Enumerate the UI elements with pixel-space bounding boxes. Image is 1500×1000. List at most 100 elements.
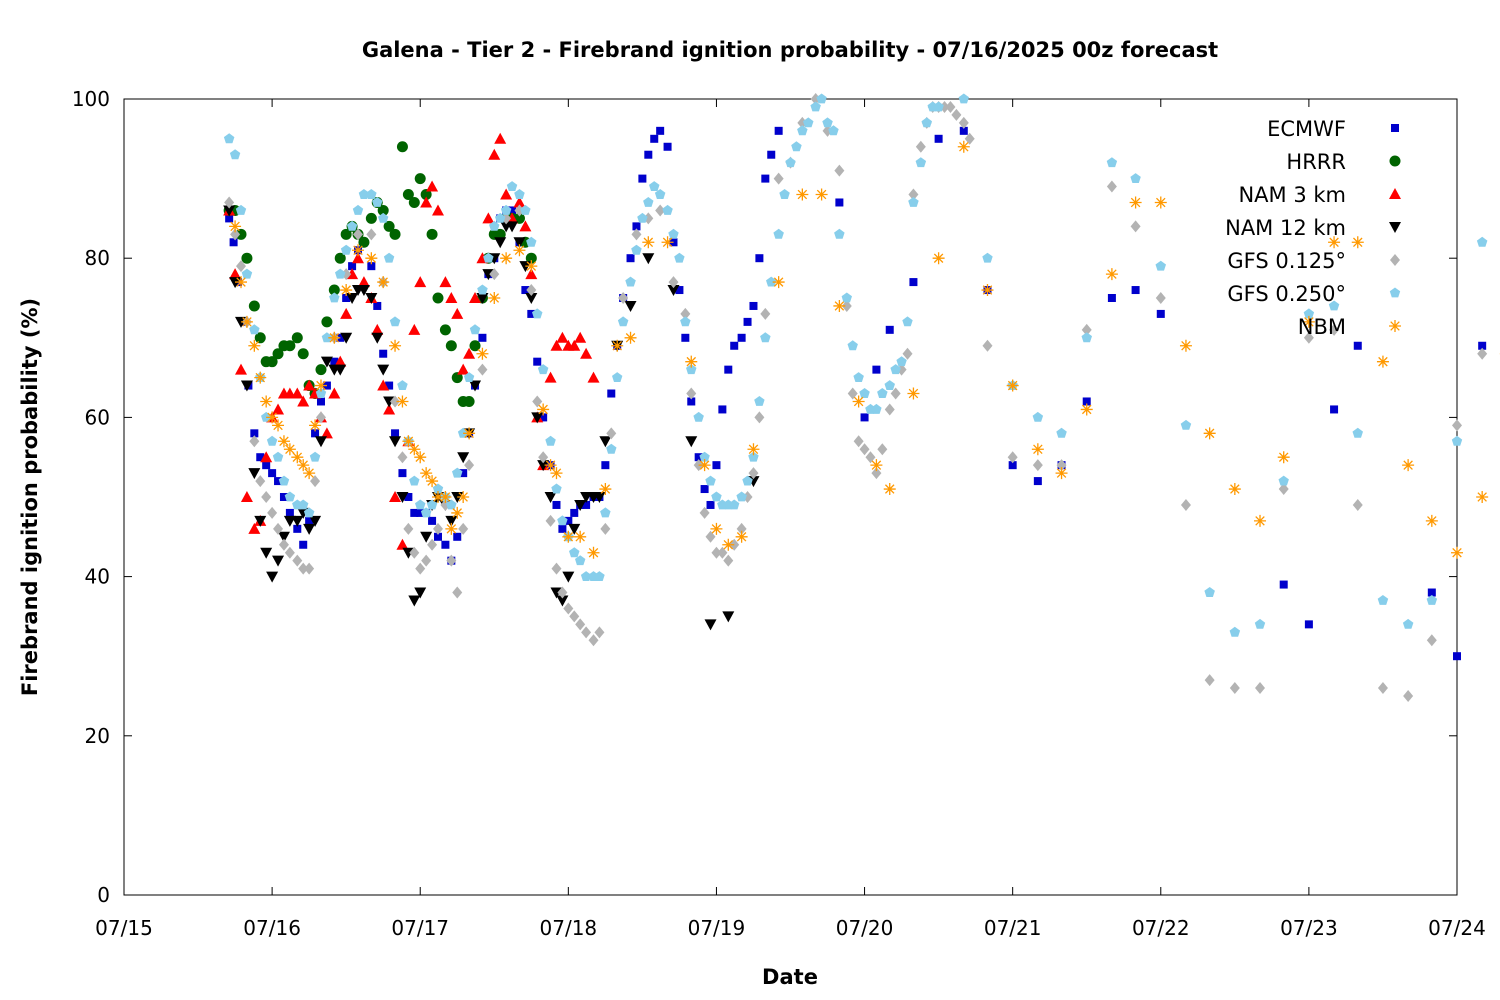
- data-point: [760, 332, 771, 343]
- data-point: [229, 149, 241, 160]
- data-point: [383, 220, 395, 232]
- data-point: [562, 571, 575, 583]
- data-point: [353, 228, 364, 241]
- data-point: [377, 276, 390, 289]
- data-point: [291, 332, 303, 344]
- data-point: [637, 212, 648, 223]
- data-point: [240, 491, 253, 502]
- y-tick-label: 60: [85, 405, 110, 429]
- data-point: [537, 460, 550, 472]
- data-point: [642, 236, 655, 249]
- data-point: [379, 349, 388, 358]
- data-point: [304, 562, 315, 575]
- data-point: [408, 443, 421, 456]
- data-point: [533, 357, 542, 366]
- data-point: [391, 429, 400, 438]
- data-point: [1426, 634, 1437, 647]
- data-point: [1180, 419, 1192, 430]
- data-point: [706, 500, 715, 509]
- data-point: [340, 244, 352, 255]
- data-point: [687, 397, 696, 406]
- data-point: [1155, 292, 1166, 304]
- data-point: [612, 372, 623, 382]
- data-point: [1477, 347, 1488, 360]
- data-point: [569, 547, 580, 558]
- data-point: [945, 100, 956, 113]
- data-point: [551, 562, 562, 575]
- data-point: [314, 436, 327, 448]
- data-point: [1279, 580, 1288, 589]
- data-point: [458, 522, 469, 535]
- data-point: [254, 332, 266, 344]
- data-point: [1080, 403, 1093, 416]
- data-point: [420, 189, 432, 201]
- data-point: [729, 499, 740, 510]
- data-point: [1352, 427, 1363, 438]
- data-point: [774, 126, 783, 135]
- y-tick-label: 80: [85, 246, 110, 270]
- data-point: [668, 276, 679, 289]
- data-point: [797, 125, 808, 136]
- data-point: [834, 228, 845, 239]
- data-point: [699, 451, 710, 462]
- data-point: [680, 307, 691, 320]
- data-point: [373, 301, 382, 310]
- data-point: [694, 453, 703, 462]
- data-point: [1476, 491, 1489, 503]
- data-point: [773, 228, 784, 239]
- data-point: [414, 451, 427, 464]
- data-point: [377, 379, 390, 391]
- legend-marker: [1389, 287, 1401, 298]
- data-point: [574, 331, 587, 343]
- data-point: [748, 451, 759, 462]
- data-point: [410, 508, 419, 517]
- data-point: [667, 285, 680, 297]
- data-point: [409, 475, 420, 486]
- data-point: [414, 276, 427, 288]
- data-point: [1254, 514, 1267, 527]
- data-point: [408, 196, 420, 208]
- data-point: [334, 364, 347, 376]
- data-point: [293, 524, 302, 533]
- data-point: [611, 339, 624, 352]
- data-point: [982, 252, 993, 263]
- legend-marker: [1389, 320, 1401, 332]
- data-point: [346, 220, 358, 231]
- data-point: [1204, 587, 1215, 597]
- data-point: [1131, 286, 1140, 295]
- data-point: [277, 435, 290, 448]
- data-point: [815, 188, 828, 201]
- data-point: [915, 157, 927, 168]
- data-point: [249, 435, 260, 448]
- data-point: [557, 515, 568, 526]
- data-point: [722, 611, 735, 623]
- data-point: [352, 244, 365, 257]
- data-point: [773, 172, 784, 185]
- data-point: [607, 389, 616, 398]
- data-point: [951, 108, 962, 121]
- data-point: [292, 554, 303, 567]
- data-point: [428, 516, 437, 525]
- data-point: [346, 293, 359, 304]
- data-point: [272, 419, 285, 432]
- legend-label: NBM: [1298, 315, 1346, 339]
- data-point: [791, 141, 802, 152]
- data-point: [1204, 674, 1215, 687]
- legend-label: GFS 0.125°: [1227, 249, 1346, 273]
- data-point: [902, 316, 913, 327]
- data-point: [426, 499, 438, 510]
- data-point: [877, 388, 888, 398]
- data-point: [431, 204, 444, 216]
- legend-marker: [1390, 254, 1400, 266]
- data-point: [432, 292, 444, 304]
- data-point: [321, 332, 333, 343]
- data-point: [303, 467, 316, 480]
- data-point: [1107, 294, 1116, 302]
- data-point: [1056, 427, 1067, 438]
- data-point: [273, 522, 284, 535]
- chart-title: Galena - Tier 2 - Firebrand ignition pro…: [362, 38, 1218, 62]
- data-point: [389, 339, 402, 352]
- data-point: [397, 451, 408, 464]
- data-point: [309, 419, 322, 432]
- data-point: [883, 483, 896, 496]
